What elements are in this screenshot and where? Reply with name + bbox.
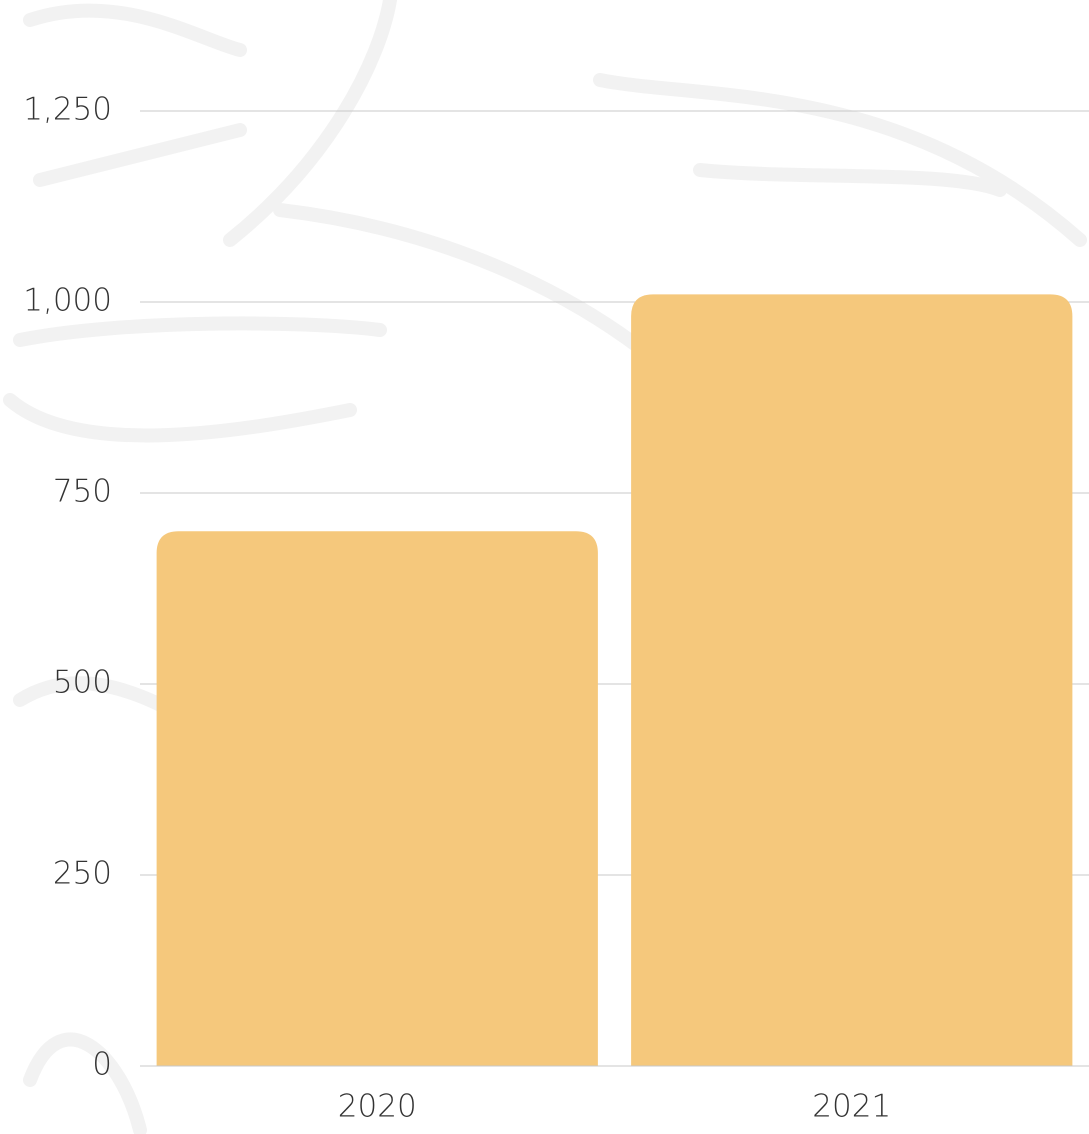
y-tick-label: 1,000 — [23, 283, 112, 319]
y-tick-label: 500 — [53, 665, 112, 701]
y-tick-label: 1,250 — [23, 92, 112, 128]
x-tick-label: 2020 — [338, 1089, 417, 1125]
chart: 0 250 500 750 1,000 1,250 2020 2021 — [0, 0, 1089, 1134]
y-tick-label: 0 — [92, 1047, 112, 1083]
bar — [157, 531, 598, 1066]
y-tick-label: 250 — [53, 856, 112, 892]
y-tick-label: 750 — [53, 474, 112, 510]
x-tick-label: 2021 — [812, 1089, 891, 1125]
bar — [631, 294, 1072, 1066]
